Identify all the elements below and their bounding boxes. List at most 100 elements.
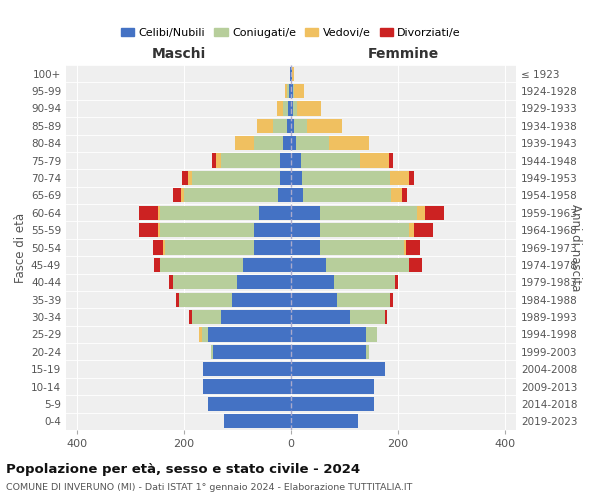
Bar [158,223,160,237]
Bar [291,275,334,289]
Bar [303,188,391,202]
Bar [409,258,422,272]
Bar [173,188,181,202]
Bar [203,362,291,376]
Bar [302,171,390,185]
Legend: Celibi/Nubili, Coniugati/e, Vedovi/e, Divorziati/e: Celibi/Nubili, Coniugati/e, Vedovi/e, Di… [116,23,466,42]
Bar [153,240,163,254]
Bar [289,84,291,98]
Bar [320,206,417,220]
Bar [163,240,165,254]
Bar [289,102,291,116]
Text: Popolazione per età, sesso e stato civile - 2024: Popolazione per età, sesso e stato civil… [6,462,360,475]
Bar [235,136,254,150]
Bar [409,223,414,237]
Bar [291,240,320,254]
Bar [202,328,208,342]
Bar [199,328,202,342]
Bar [283,102,289,116]
Bar [287,118,291,133]
Bar [284,84,287,98]
Bar [139,206,158,220]
Bar [291,188,303,202]
Bar [291,414,358,428]
Bar [291,328,366,342]
Bar [243,258,291,272]
Bar [189,310,192,324]
Bar [291,258,326,272]
Bar [406,240,419,254]
Bar [329,136,368,150]
Bar [297,102,321,116]
Y-axis label: Fasce di età: Fasce di età [14,212,27,282]
Bar [391,188,402,202]
Bar [296,136,329,150]
Bar [208,328,291,342]
Bar [389,154,394,168]
Text: Femmine: Femmine [368,48,439,62]
Bar [277,102,283,116]
Text: COMUNE DI INVERUNO (MI) - Dati ISTAT 1° gennaio 2024 - Elaborazione TUTTITALIA.I: COMUNE DI INVERUNO (MI) - Dati ISTAT 1° … [6,484,412,492]
Bar [192,310,221,324]
Bar [208,397,291,411]
Bar [320,223,409,237]
Bar [176,292,179,307]
Bar [238,275,291,289]
Bar [291,380,374,394]
Bar [179,292,232,307]
Bar [291,310,350,324]
Bar [160,223,254,237]
Bar [158,206,160,220]
Bar [366,328,377,342]
Bar [287,84,289,98]
Bar [291,292,337,307]
Bar [254,240,291,254]
Bar [165,240,254,254]
Y-axis label: Anni di nascita: Anni di nascita [569,204,582,291]
Bar [173,275,238,289]
Bar [334,275,395,289]
Bar [292,66,293,81]
Bar [181,188,184,202]
Bar [192,171,280,185]
Bar [390,171,409,185]
Bar [257,118,274,133]
Bar [350,310,385,324]
Bar [211,344,214,359]
Bar [359,154,389,168]
Bar [224,414,291,428]
Bar [390,292,393,307]
Bar [280,154,291,168]
Bar [291,171,302,185]
Bar [291,136,296,150]
Bar [139,223,158,237]
Bar [293,84,294,98]
Bar [182,171,188,185]
Bar [291,84,293,98]
Bar [291,66,292,81]
Bar [280,171,291,185]
Text: Maschi: Maschi [151,48,206,62]
Bar [216,154,221,168]
Bar [395,275,398,289]
Bar [301,154,359,168]
Bar [291,362,385,376]
Bar [404,240,406,254]
Bar [160,206,259,220]
Bar [188,171,192,185]
Bar [274,118,287,133]
Bar [414,223,433,237]
Bar [214,344,291,359]
Bar [169,275,173,289]
Bar [291,206,320,220]
Bar [254,136,283,150]
Bar [221,154,280,168]
Bar [385,310,388,324]
Bar [184,188,278,202]
Bar [232,292,291,307]
Bar [425,206,443,220]
Bar [160,258,243,272]
Bar [290,66,291,81]
Bar [154,258,160,272]
Bar [402,188,407,202]
